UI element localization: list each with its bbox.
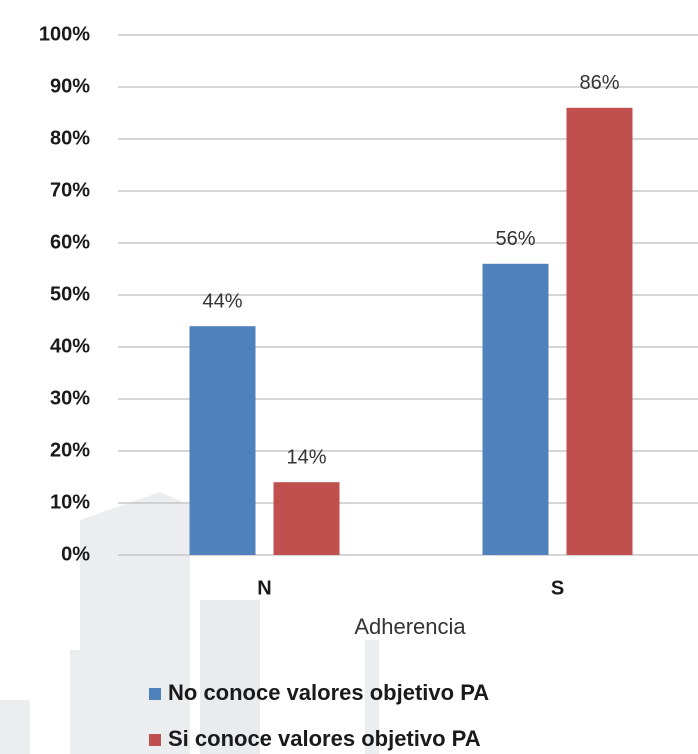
legend-label: Si conoce valores objetivo PA — [168, 726, 481, 751]
y-tick-label: 80% — [50, 127, 90, 149]
y-tick-label: 40% — [50, 335, 90, 357]
x-tick-label: N — [257, 577, 271, 599]
data-label: 86% — [579, 72, 619, 94]
legend-swatch — [149, 734, 161, 746]
x-axis-title: Adherencia — [354, 614, 466, 639]
data-label: 14% — [286, 446, 326, 468]
y-tick-label: 60% — [50, 231, 90, 253]
bar — [482, 263, 549, 555]
x-tick-label: S — [551, 577, 564, 599]
y-tick-label: 90% — [50, 75, 90, 97]
data-label: 44% — [202, 290, 242, 312]
y-tick-label: 0% — [61, 543, 90, 565]
y-tick-label: 100% — [39, 23, 90, 45]
bar — [273, 482, 340, 555]
y-tick-label: 70% — [50, 179, 90, 201]
legend-swatch — [149, 688, 161, 700]
y-tick-label: 50% — [50, 283, 90, 305]
bar — [566, 107, 633, 556]
y-tick-label: 10% — [50, 491, 90, 513]
y-tick-label: 30% — [50, 387, 90, 409]
watermark — [0, 492, 379, 754]
y-tick-label: 20% — [50, 439, 90, 461]
data-label: 56% — [495, 228, 535, 250]
legend-label: No conoce valores objetivo PA — [168, 680, 489, 705]
bar — [189, 326, 256, 555]
